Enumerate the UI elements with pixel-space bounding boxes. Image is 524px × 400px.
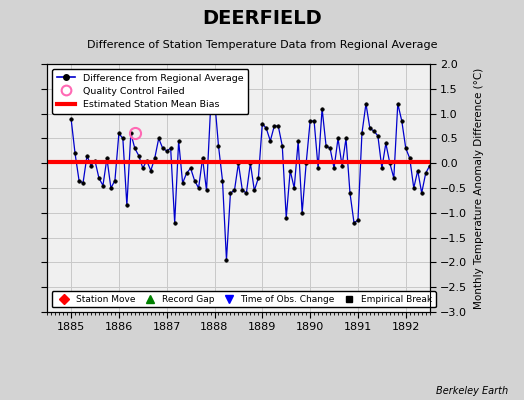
Text: DEERFIELD: DEERFIELD — [202, 9, 322, 28]
Y-axis label: Monthly Temperature Anomaly Difference (°C): Monthly Temperature Anomaly Difference (… — [474, 67, 484, 309]
Text: Difference of Station Temperature Data from Regional Average: Difference of Station Temperature Data f… — [87, 40, 437, 50]
Legend: Station Move, Record Gap, Time of Obs. Change, Empirical Break: Station Move, Record Gap, Time of Obs. C… — [52, 291, 435, 308]
Text: Berkeley Earth: Berkeley Earth — [436, 386, 508, 396]
